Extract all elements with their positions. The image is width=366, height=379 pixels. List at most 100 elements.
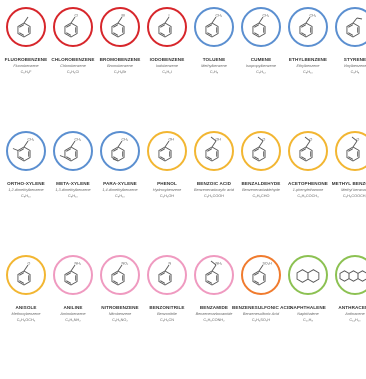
compound-formula: C₈H₁₀ [303, 70, 313, 74]
compound-card: CH₃ ETHYLBENZENE Ethylbenzene C₈H₁₀ [285, 7, 331, 131]
compound-formula: C₆H₅NO₂ [112, 318, 128, 322]
compound-formula: C₁₄H₁₀ [349, 318, 361, 322]
svg-text:NO₂: NO₂ [122, 262, 129, 266]
ring-with-vinyl-icon [346, 17, 363, 38]
molecule-circle: NH₂ [53, 255, 93, 295]
compound-name: BENZOIC ACID [196, 181, 232, 186]
molecule-circle: O [335, 131, 366, 171]
compound-systematic-name: Nitrobenzene [108, 312, 132, 316]
compound-formula: C₆H₅CONH₂ [203, 318, 225, 322]
compound-formula: C₆H₅COOH [204, 194, 224, 198]
compound-name: ORTHO-XYLENE [7, 181, 45, 186]
svg-text:CH₃: CH₃ [122, 138, 129, 142]
compound-systematic-name: Benzenecarboxylic acid [194, 188, 234, 192]
compound-name: CHLOROBENZENE [51, 57, 95, 62]
compound-card: FLUOROBENZENE Fluorobenzene C₆H₅F [3, 7, 49, 131]
ring-with-br-label-icon: Br [111, 14, 126, 38]
compound-systematic-name: Hydroxybenzene [152, 188, 182, 192]
ring-with-isopropyl-icon: CH₃ [252, 14, 270, 38]
compound-systematic-name: Chlorobenzene [60, 64, 86, 68]
compound-name: BENZENESULFONIC ACID [232, 305, 292, 310]
compound-name: ANILINE [63, 305, 83, 310]
molecule-circle: O [6, 255, 46, 295]
ring-with-nitrile-icon: N [158, 262, 172, 286]
molecule-circle [335, 255, 366, 295]
compound-formula: C₈H₁₀ [68, 194, 78, 198]
compound-card: Cl CHLOROBENZENE Chlorobenzene C₆H₅Cl [50, 7, 96, 131]
molecule-circle [335, 7, 366, 47]
compound-name: ACETOPHENONE [288, 181, 328, 186]
compound-formula: C₈H₁₀ [21, 194, 31, 198]
molecule-circle: O [241, 131, 281, 171]
molecule-circle: NH₂ [194, 255, 234, 295]
ring-with-amide-icon: NH₂ [205, 260, 223, 286]
compound-systematic-name: Benzonitrile [157, 312, 177, 316]
compound-systematic-name: Benzenesulfonic Acid [242, 312, 280, 316]
ring-with-cl-label-icon: Cl [64, 14, 79, 38]
ring-with-methoxy-icon: O [17, 262, 31, 286]
svg-text:N: N [169, 262, 172, 266]
compound-formula: C₆H₅OH [159, 194, 175, 198]
compound-systematic-name: Fluorobenzene [13, 64, 39, 68]
compound-card: NO₂ NITROBENZENE Nitrobenzene C₆H₅NO₂ [97, 255, 143, 379]
compound-systematic-name: Iodobenzene [156, 64, 178, 68]
anthracene-rings-icon [339, 270, 366, 282]
compound-name: PARA-XYLENE [103, 181, 137, 186]
ring-with-nitro-icon: NO₂ [111, 262, 129, 286]
ring-with-i-label-icon: I [158, 14, 172, 38]
molecule-circle: OH [147, 131, 187, 171]
compound-systematic-name: Vinylbenzene [343, 64, 366, 68]
svg-text:Cl: Cl [75, 14, 79, 18]
molecule-circle: O [288, 131, 328, 171]
compound-systematic-name: Methyl benzoate [341, 188, 366, 192]
svg-text:CH₃: CH₃ [75, 138, 82, 142]
compound-card: STYRENE Vinylbenzene C₈H₈ [332, 7, 366, 131]
compound-systematic-name: Naphthalene [297, 312, 319, 316]
compound-systematic-name: Anthracene [345, 312, 365, 316]
svg-text:NH₂: NH₂ [216, 262, 223, 266]
compound-formula: C₆H₅Cl [66, 70, 80, 74]
svg-text:NH₂: NH₂ [75, 262, 82, 266]
molecule-circle: CH₃ [288, 7, 328, 47]
svg-text:OH: OH [216, 138, 222, 142]
molecule-circle: I [147, 7, 187, 47]
molecule-circle [288, 255, 328, 295]
compound-systematic-name: 1,4-dimethylbenzene [102, 188, 138, 192]
compound-card: I IODOBENZENE Iodobenzene C₆H₅I [144, 7, 190, 131]
ring-with-two-methyls-para-icon: CH₃ [111, 138, 129, 162]
svg-text:OH: OH [169, 138, 175, 142]
compound-name: CUMENE [250, 57, 272, 62]
molecule-circle: CH₃ [194, 7, 234, 47]
compound-systematic-name: Isopropylbenzene [246, 64, 276, 68]
svg-text:CH₃: CH₃ [216, 14, 223, 18]
molecule-circle: SO₃H [241, 255, 281, 295]
compound-card: O BENZALDEHYDE Benzenecarbaldehyde C₆H₅CHO [238, 131, 284, 255]
compound-systematic-name: Bromobenzene [107, 64, 133, 68]
ring-with-methyl-icon: CH₃ [205, 14, 223, 38]
compound-name: ANISOLE [15, 305, 37, 310]
molecule-circle: CH₃ [100, 131, 140, 171]
compound-formula: C₆H₅Br [113, 70, 127, 74]
svg-text:CH₃: CH₃ [310, 14, 317, 18]
compound-card: NAPHTHALENE Naphthalene C₁₀H₈ [285, 255, 331, 379]
svg-text:O: O [263, 138, 266, 142]
compound-name: ANTHRACENE [338, 305, 366, 310]
compound-formula: C₆H₅COCH₃ [297, 194, 319, 198]
compound-card: CH₃ META-XYLENE 1,3-dimethylbenzene C₈H₁₀ [50, 131, 96, 255]
ring-with-oh-icon: OH [158, 138, 175, 162]
compound-card: CH₃ ORTHO-XYLENE 1,2-dimethylbenzene C₈H₁₀ [3, 131, 49, 255]
compound-card: CH₃ CUMENE Isopropylbenzene C₉H₁₂ [238, 7, 284, 131]
compound-formula: C₈H₈ [350, 70, 360, 74]
ring-with-ketone-icon: O [299, 136, 313, 162]
molecule-circle: CH₃ [53, 131, 93, 171]
compound-name: ETHYLBENZENE [288, 57, 328, 62]
molecule-circle: NO₂ [100, 255, 140, 295]
compound-systematic-name: Methoxybenzene [11, 312, 41, 316]
svg-text:O: O [357, 138, 360, 142]
compound-card: N BENZONITRILE Benzonitrile C₆H₅CN [144, 255, 190, 379]
compound-systematic-name: Methylbenzene [201, 64, 227, 68]
compound-formula: C₈H₁₀ [115, 194, 125, 198]
compound-name: META-XYLENE [56, 181, 90, 186]
compound-card: NH₂ ANILINE Aminobenzene C₆H₅NH₂ [50, 255, 96, 379]
compound-name: BENZALDEHYDE [241, 181, 281, 186]
